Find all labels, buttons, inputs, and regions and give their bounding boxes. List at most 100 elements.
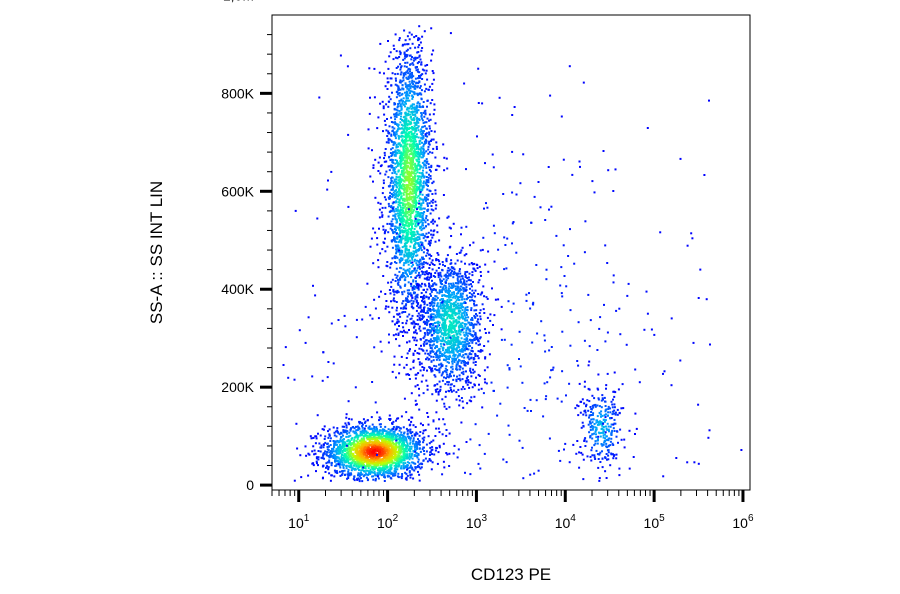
event-dot — [407, 429, 410, 432]
event-dot — [430, 53, 433, 56]
event-dot — [296, 447, 299, 450]
event-dot — [422, 166, 425, 169]
event-dot — [416, 94, 419, 97]
event-dot — [415, 35, 418, 37]
event-dot — [409, 437, 412, 440]
event-dot — [409, 92, 411, 94]
event-dot — [398, 458, 401, 461]
event-dot — [388, 55, 391, 58]
event-dot — [453, 293, 456, 296]
event-dot — [410, 192, 413, 195]
event-dot — [426, 105, 428, 108]
event-dot — [416, 92, 419, 95]
event-dot — [421, 141, 423, 144]
event-dot — [396, 165, 399, 167]
event-dot — [372, 451, 375, 454]
event-dot — [347, 439, 350, 442]
event-dot — [399, 260, 402, 263]
event-dot — [403, 144, 406, 147]
event-dot — [397, 445, 400, 448]
event-dot — [420, 156, 423, 159]
event-dot — [315, 435, 318, 438]
event-dot — [354, 436, 357, 439]
event-dot — [351, 461, 354, 464]
event-dot — [373, 472, 376, 475]
event-dot — [401, 231, 404, 233]
event-dot — [384, 450, 387, 453]
event-dot — [401, 259, 404, 261]
event-dot — [404, 227, 407, 230]
event-dot — [412, 254, 415, 257]
event-dot — [405, 102, 407, 105]
event-dot — [356, 438, 359, 440]
event-dot — [381, 214, 384, 217]
event-dot — [345, 424, 348, 427]
event-dot — [340, 454, 343, 456]
event-dot — [403, 278, 406, 281]
event-dot — [418, 261, 421, 264]
event-dot — [390, 433, 393, 436]
event-dot — [369, 454, 372, 457]
event-dot — [400, 236, 403, 239]
event-dot — [464, 273, 467, 276]
event-dot — [426, 311, 429, 314]
event-dot — [372, 438, 375, 441]
event-dot — [332, 447, 335, 450]
event-dot — [398, 175, 401, 178]
event-dot — [404, 101, 407, 103]
event-dot — [372, 446, 375, 449]
event-dot — [414, 349, 417, 352]
event-dot — [411, 252, 414, 255]
event-dot — [400, 187, 403, 190]
event-dot — [387, 176, 390, 179]
event-dot — [343, 469, 346, 472]
event-dot — [416, 155, 419, 158]
event-dot — [393, 166, 395, 169]
event-dot — [411, 118, 414, 121]
event-dot — [396, 72, 399, 75]
event-dot — [428, 202, 431, 205]
event-dot — [402, 212, 405, 215]
event-dot — [409, 174, 412, 176]
event-dot — [407, 150, 410, 153]
event-dot — [399, 206, 402, 209]
event-dot — [472, 368, 474, 371]
event-dot — [410, 145, 413, 148]
event-dot — [397, 142, 400, 145]
event-dot — [368, 434, 371, 437]
event-dot — [430, 221, 433, 224]
event-dot — [412, 156, 414, 159]
event-dot — [362, 437, 365, 440]
event-dot — [411, 126, 413, 128]
event-dot — [406, 212, 409, 215]
event-dot — [389, 429, 392, 432]
event-dot — [403, 227, 405, 230]
event-dot — [401, 293, 404, 296]
event-dot — [361, 465, 364, 468]
event-dot — [382, 182, 385, 185]
event-dot — [409, 273, 411, 275]
event-dot — [414, 84, 417, 87]
event-dot — [398, 39, 401, 42]
event-dot — [368, 456, 371, 459]
event-dot — [416, 230, 419, 233]
event-dot — [434, 189, 437, 192]
event-dot — [384, 230, 386, 233]
event-dot — [322, 428, 325, 431]
event-dot — [422, 429, 425, 432]
event-dot — [418, 187, 421, 190]
event-dot — [375, 466, 377, 469]
event-dot — [367, 427, 370, 430]
event-dot — [434, 168, 437, 171]
event-dot — [395, 309, 398, 312]
event-dot — [425, 158, 428, 161]
event-dot — [404, 145, 407, 148]
event-dot — [394, 472, 397, 475]
event-dot — [390, 179, 393, 182]
event-dot — [442, 442, 445, 445]
event-dot — [384, 439, 387, 442]
event-dot — [388, 210, 391, 213]
event-dot — [407, 128, 410, 130]
event-dot — [395, 338, 397, 341]
event-dot — [380, 447, 383, 450]
